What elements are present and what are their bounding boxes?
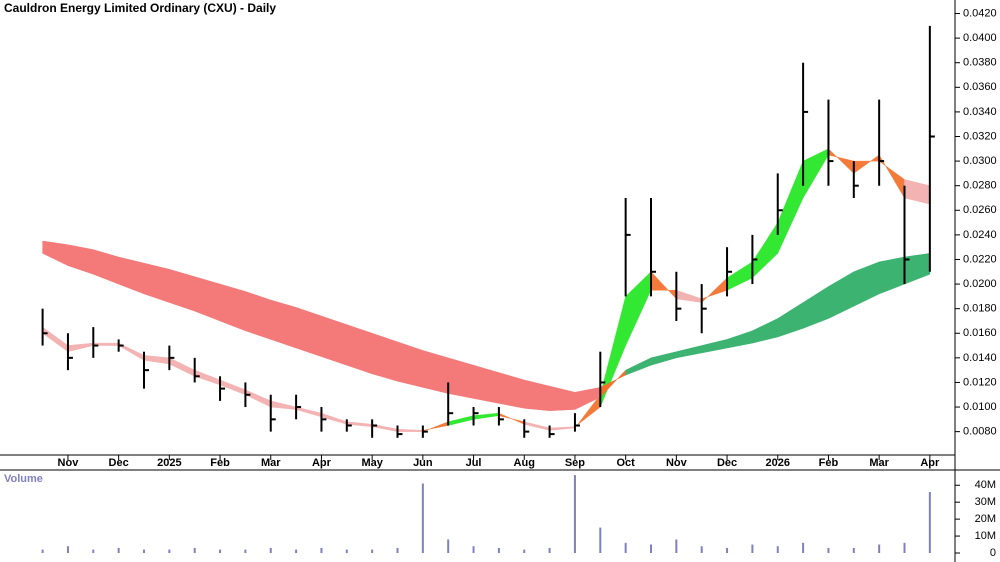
ribbon-segment: [270, 299, 297, 349]
y-tick-label: 0.0360: [963, 81, 997, 93]
x-tick-label: Dec: [109, 457, 129, 469]
x-tick-label: Apr: [920, 457, 940, 469]
x-tick-label: Apr: [312, 457, 332, 469]
volume-tick-label: 10M: [975, 530, 996, 542]
y-tick-label: 0.0140: [963, 352, 997, 364]
volume-tick-label: 40M: [975, 479, 996, 491]
x-tick-label: Mar: [869, 457, 889, 469]
y-tick-label: 0.0220: [963, 253, 997, 265]
x-tick-label: May: [361, 457, 383, 469]
y-tick-label: 0.0240: [963, 229, 997, 241]
y-tick-label: 0.0300: [963, 155, 997, 167]
chart-title: Cauldron Energy Limited Ordinary (CXU) -…: [4, 1, 276, 15]
y-tick-label: 0.0180: [963, 303, 997, 315]
y-tick-label: 0.0100: [963, 401, 997, 413]
x-tick-label: Aug: [514, 457, 535, 469]
x-tick-label: 2025: [157, 457, 181, 469]
ribbon-segment: [245, 291, 271, 340]
ribbon-segment: [295, 307, 322, 357]
ribbon-segment: [321, 315, 348, 366]
y-tick-label: 0.0400: [963, 32, 997, 44]
x-tick-label: Sep: [565, 457, 585, 469]
volume-tick-label: 20M: [975, 513, 996, 525]
y-tick-label: 0.0200: [963, 278, 997, 290]
ribbon-segment: [371, 332, 398, 382]
y-tick-label: 0.0080: [963, 426, 997, 438]
ribbon-segment: [346, 324, 373, 375]
x-tick-label: Jun: [413, 457, 433, 469]
y-tick-label: 0.0160: [963, 327, 997, 339]
y-tick-label: 0.0320: [963, 130, 997, 142]
volume-label: Volume: [4, 473, 43, 485]
ribbon-segment: [422, 350, 449, 394]
x-tick-label: Mar: [261, 457, 281, 469]
y-tick-label: 0.0120: [963, 376, 997, 388]
y-tick-label: 0.0420: [963, 7, 997, 19]
volume-tick-label: 0: [990, 547, 996, 559]
y-tick-label: 0.0380: [963, 57, 997, 69]
x-tick-label: Oct: [616, 457, 635, 469]
x-tick-label: Dec: [717, 457, 737, 469]
x-tick-label: Feb: [210, 457, 230, 469]
x-tick-label: Nov: [666, 457, 688, 469]
x-tick-label: Feb: [819, 457, 839, 469]
y-tick-label: 0.0280: [963, 180, 997, 192]
ribbon-segment: [447, 357, 474, 399]
y-tick-label: 0.0260: [963, 204, 997, 216]
y-tick-label: 0.0340: [963, 106, 997, 118]
x-tick-label: 2026: [766, 457, 790, 469]
x-tick-label: Nov: [58, 457, 80, 469]
x-tick-label: Jul: [466, 457, 482, 469]
volume-tick-label: 30M: [975, 496, 996, 508]
